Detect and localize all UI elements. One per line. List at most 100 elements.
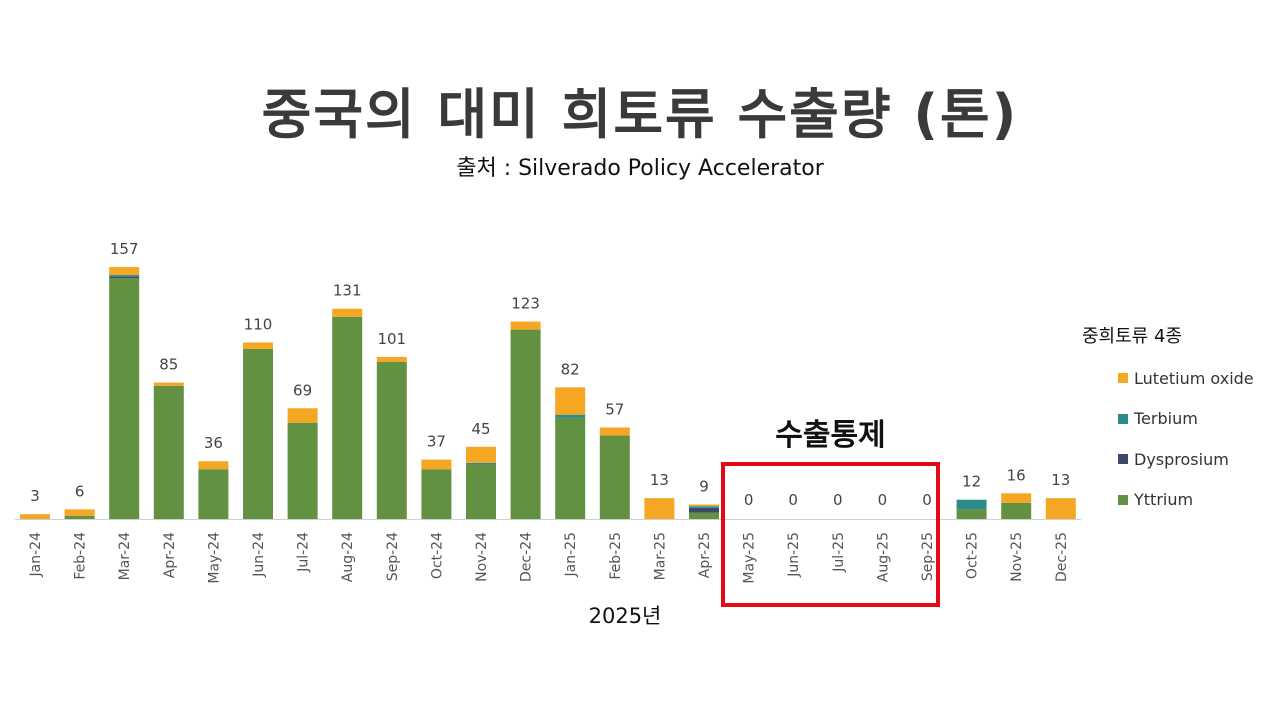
bar-segment-lutetium-oxide-dec-25: [1045, 498, 1076, 519]
value-label-may-25: 0: [744, 491, 754, 509]
legend: 중희토류 4종 Lutetium oxide Terbium Dysprosiu…: [1082, 322, 1272, 530]
x-tick-label-dec-25: Dec-25: [1054, 532, 1070, 582]
bar-segment-terbium-mar-24: [109, 275, 140, 277]
value-label-may-24: 36: [204, 434, 223, 452]
value-label-aug-24: 131: [333, 282, 362, 300]
x-tick-label-aug-24: Aug-24: [340, 532, 356, 582]
bar-segment-yttrium-feb-24: [64, 515, 95, 519]
value-label-nov-24: 45: [471, 420, 490, 438]
x-tick-label-jun-25: Jun-25: [786, 532, 802, 578]
bar-segment-lutetium-oxide-aug-24: [332, 308, 363, 317]
value-label-dec-24: 123: [511, 295, 540, 313]
x-axis-year-note: 2025년: [588, 604, 662, 628]
bar-segment-lutetium-oxide-jan-25: [555, 387, 586, 415]
legend-label-yttrium: Yttrium: [1134, 490, 1194, 509]
bars-group: [20, 267, 1076, 519]
legend-item-yttrium: Yttrium: [1082, 490, 1272, 510]
x-tick-label-may-25: May-25: [742, 532, 758, 584]
bar-segment-dysprosium-apr-25: [689, 507, 719, 513]
x-tick-labels-group: Jan-24 Feb-24 Mar-24 Apr-24 May-24 Jun-24 Jul-…: [28, 532, 1070, 584]
value-label-jul-25: 0: [833, 491, 843, 509]
value-label-oct-24: 37: [427, 433, 446, 451]
bar-segment-yttrium-jul-24: [287, 422, 318, 519]
value-label-jan-24: 3: [30, 487, 40, 505]
bar-segment-lutetium-oxide-feb-25: [599, 427, 630, 436]
bar-segment-terbium-apr-25: [689, 506, 719, 508]
bar-segment-yttrium-oct-25: [956, 509, 987, 519]
bar-segment-lutetium-oxide-jan-24: [20, 514, 50, 519]
legend-swatch-terbium: [1118, 413, 1128, 424]
bar-segment-yttrium-sep-24: [376, 361, 407, 519]
bar-segment-lutetium-oxide-mar-24: [109, 267, 140, 276]
bar-segment-lutetium-oxide-sep-24: [376, 356, 407, 362]
x-tick-label-jan-24: Jan-24: [28, 532, 44, 578]
legend-item-lutetium: Lutetium oxide: [1082, 368, 1272, 388]
x-tick-label-jul-24: Jul-24: [296, 532, 312, 573]
bar-segment-yttrium-jun-24: [243, 348, 273, 519]
bar-segment-lutetium-oxide-mar-25: [644, 498, 675, 519]
x-tick-label-mar-25: Mar-25: [652, 532, 668, 580]
x-tick-label-may-24: May-24: [206, 532, 222, 584]
export-control-box: [721, 462, 940, 607]
bar-segment-yttrium-aug-24: [332, 316, 363, 519]
value-label-apr-24: 85: [159, 356, 178, 374]
legend-swatch-lutetium: [1118, 373, 1128, 383]
legend-label-terbium: Terbium: [1134, 409, 1198, 428]
x-tick-label-jun-24: Jun-24: [251, 532, 267, 578]
x-tick-label-sep-24: Sep-24: [385, 532, 401, 581]
bar-segment-dysprosium-mar-24: [109, 276, 140, 279]
value-label-dec-25: 13: [1051, 471, 1070, 489]
bar-segment-lutetium-oxide-apr-25: [689, 504, 719, 507]
value-label-nov-25: 16: [1007, 466, 1026, 484]
bar-segment-lutetium-oxide-nov-24: [466, 446, 496, 463]
bar-segment-lutetium-oxide-feb-24: [64, 509, 95, 516]
value-label-aug-25: 0: [878, 491, 888, 509]
legend-item-dysprosium: Dysprosium: [1082, 449, 1272, 469]
value-label-jun-25: 0: [788, 491, 798, 509]
chart-title: 중국의 대미 희토류 수출량 (톤): [261, 83, 1019, 146]
legend-swatch-dysprosium: [1118, 454, 1128, 464]
x-tick-label-dec-24: Dec-24: [519, 532, 535, 582]
x-tick-label-sep-25: Sep-25: [920, 532, 936, 581]
bar-segment-yttrium-oct-24: [421, 469, 452, 519]
bar-segment-terbium-oct-25: [956, 499, 987, 510]
value-label-feb-24: 6: [75, 482, 85, 500]
bar-segment-yttrium-may-24: [198, 469, 229, 519]
bar-segment-terbium-nov-24: [466, 462, 496, 465]
bar-segment-lutetium-oxide-jun-24: [243, 342, 273, 349]
x-tick-label-jan-25: Jan-25: [563, 532, 579, 577]
x-tick-label-feb-24: Feb-24: [73, 532, 89, 580]
bar-segment-lutetium-oxide-apr-24: [153, 382, 184, 386]
bar-segment-yttrium-apr-25: [689, 512, 719, 519]
x-tick-label-jul-25: Jul-25: [831, 532, 847, 573]
bar-segment-yttrium-feb-25: [599, 435, 630, 519]
legend-item-terbium: Terbium: [1082, 409, 1272, 429]
x-tick-label-oct-25: Oct-25: [965, 532, 981, 579]
value-label-sep-24: 101: [377, 330, 406, 348]
legend-label-lutetium: Lutetium oxide: [1134, 368, 1254, 388]
value-label-oct-25: 12: [962, 473, 981, 491]
value-label-sep-25: 0: [922, 491, 932, 509]
export-control-label: 수출통제: [775, 418, 886, 453]
legend-swatch-yttrium: [1118, 494, 1128, 505]
chart-source: 출처 : Silverado Policy Accelerator: [456, 156, 824, 181]
x-tick-label-aug-25: Aug-25: [875, 532, 891, 582]
x-tick-label-oct-24: Oct-24: [429, 532, 445, 579]
value-label-apr-25: 9: [699, 478, 709, 496]
legend-label-dysprosium: Dysprosium: [1134, 449, 1229, 469]
bar-segment-yttrium-nov-25: [1001, 502, 1032, 519]
bar-segment-yttrium-mar-24: [109, 278, 140, 519]
x-tick-label-mar-24: Mar-24: [117, 532, 133, 580]
x-tick-label-apr-24: Apr-24: [162, 532, 178, 578]
x-tick-label-nov-25: Nov-25: [1009, 532, 1025, 582]
bar-segment-terbium-jan-25: [555, 414, 586, 418]
bar-segment-lutetium-oxide-oct-24: [421, 459, 452, 470]
bar-segment-lutetium-oxide-dec-24: [510, 321, 541, 330]
bar-segment-yttrium-dec-24: [510, 329, 541, 519]
value-label-jul-24: 69: [293, 381, 312, 399]
x-tick-label-nov-24: Nov-24: [474, 532, 490, 582]
x-tick-label-apr-25: Apr-25: [697, 532, 713, 578]
bar-segment-yttrium-nov-24: [466, 464, 496, 519]
